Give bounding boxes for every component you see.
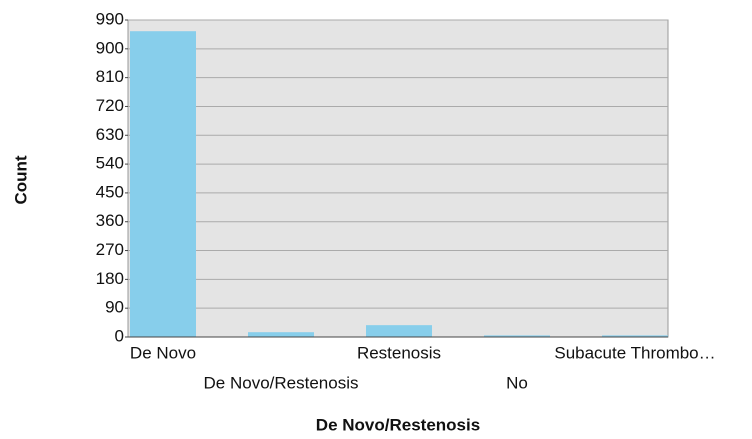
y-tick-label: 180 xyxy=(96,269,124,288)
y-tick-label: 810 xyxy=(96,67,124,86)
plot-area xyxy=(127,19,669,338)
y-tick-label: 270 xyxy=(96,240,124,259)
y-tick-label: 990 xyxy=(96,9,124,28)
y-tick-label: 0 xyxy=(115,326,124,345)
x-tick-label: De Novo/Restenosis xyxy=(204,373,359,392)
x-tick-label: De Novo xyxy=(130,343,196,362)
y-tick-label: 540 xyxy=(96,154,124,173)
y-tick-label: 900 xyxy=(96,38,124,57)
x-tick-label: Restenosis xyxy=(357,343,441,362)
y-tick-label: 720 xyxy=(96,96,124,115)
bar xyxy=(484,335,550,337)
bar xyxy=(366,325,432,337)
bar xyxy=(602,335,668,337)
bar xyxy=(130,31,196,338)
x-axis-title: De Novo/Restenosis xyxy=(316,415,480,434)
y-tick-label: 630 xyxy=(96,125,124,144)
y-axis-title: Count xyxy=(11,155,30,204)
y-tick-label: 450 xyxy=(96,182,124,201)
bar xyxy=(248,332,314,337)
y-tick-label: 360 xyxy=(96,211,124,230)
x-tick-label: Subacute Thrombo… xyxy=(554,343,715,362)
x-tick-label: No xyxy=(506,373,528,392)
y-tick-label: 90 xyxy=(105,298,124,317)
